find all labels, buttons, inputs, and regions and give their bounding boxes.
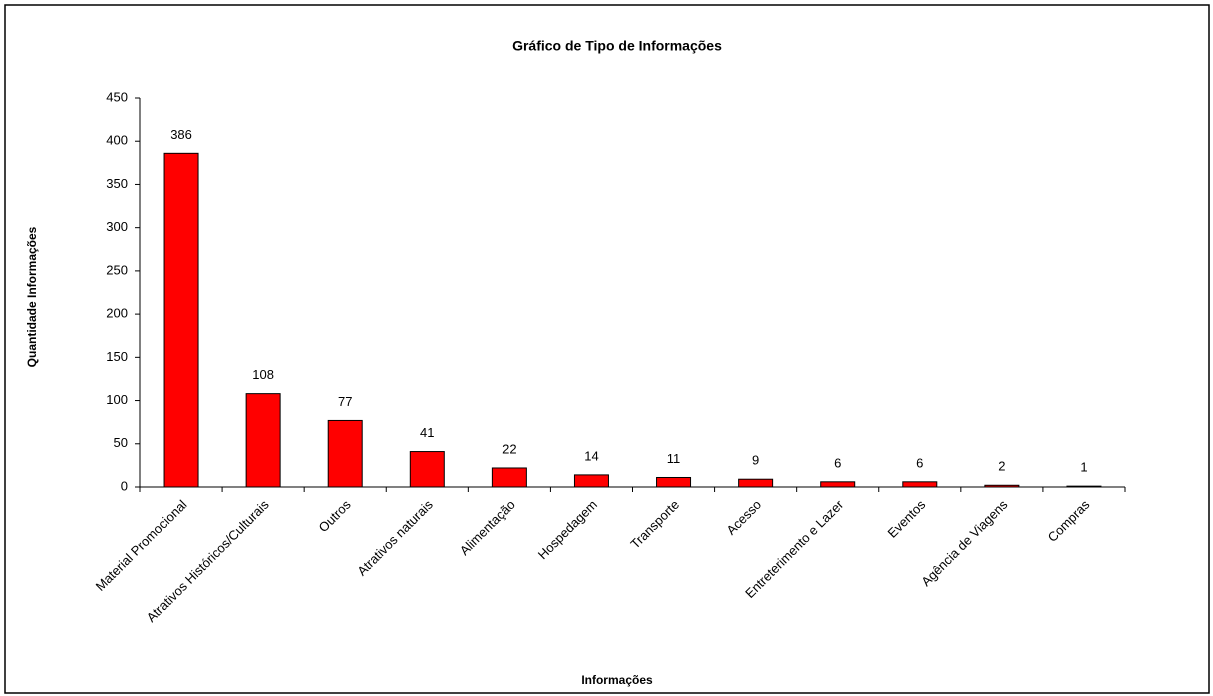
data-label: 386 xyxy=(170,127,192,142)
bar xyxy=(492,468,526,487)
data-label: 2 xyxy=(998,459,1005,474)
data-label: 11 xyxy=(667,451,681,466)
bar xyxy=(164,153,198,487)
y-axis-title: Quantidade Informações xyxy=(25,226,39,367)
y-tick-label: 0 xyxy=(121,478,128,493)
chart: Gráfico de Tipo de Informações Informaçõ… xyxy=(0,0,1213,696)
data-label: 14 xyxy=(584,448,598,463)
data-label: 41 xyxy=(420,425,434,440)
bar xyxy=(739,479,773,487)
y-tick-label: 200 xyxy=(106,306,128,321)
data-label: 6 xyxy=(834,455,841,470)
y-tick-label: 100 xyxy=(106,392,128,407)
y-tick-label: 250 xyxy=(106,262,128,277)
y-tick-label: 450 xyxy=(106,89,128,104)
chart-title: Gráfico de Tipo de Informações xyxy=(512,38,722,54)
bar xyxy=(903,482,937,487)
y-tick-label: 150 xyxy=(106,349,128,364)
y-tick-label: 350 xyxy=(106,176,128,191)
bar xyxy=(657,477,691,487)
data-label: 9 xyxy=(752,453,759,468)
bar xyxy=(410,452,444,487)
data-label: 77 xyxy=(338,394,352,409)
x-axis-title: Informações xyxy=(581,673,653,687)
bar xyxy=(985,485,1019,487)
data-label: 22 xyxy=(502,441,516,456)
data-label: 108 xyxy=(252,367,274,382)
y-tick-label: 400 xyxy=(106,133,128,148)
bar xyxy=(246,394,280,487)
data-label: 6 xyxy=(916,455,923,470)
data-label: 1 xyxy=(1080,460,1087,475)
y-tick-label: 50 xyxy=(114,435,128,450)
bar xyxy=(328,420,362,487)
bar xyxy=(574,475,608,487)
bar xyxy=(821,482,855,487)
y-tick-label: 300 xyxy=(106,219,128,234)
bar xyxy=(1067,486,1101,487)
